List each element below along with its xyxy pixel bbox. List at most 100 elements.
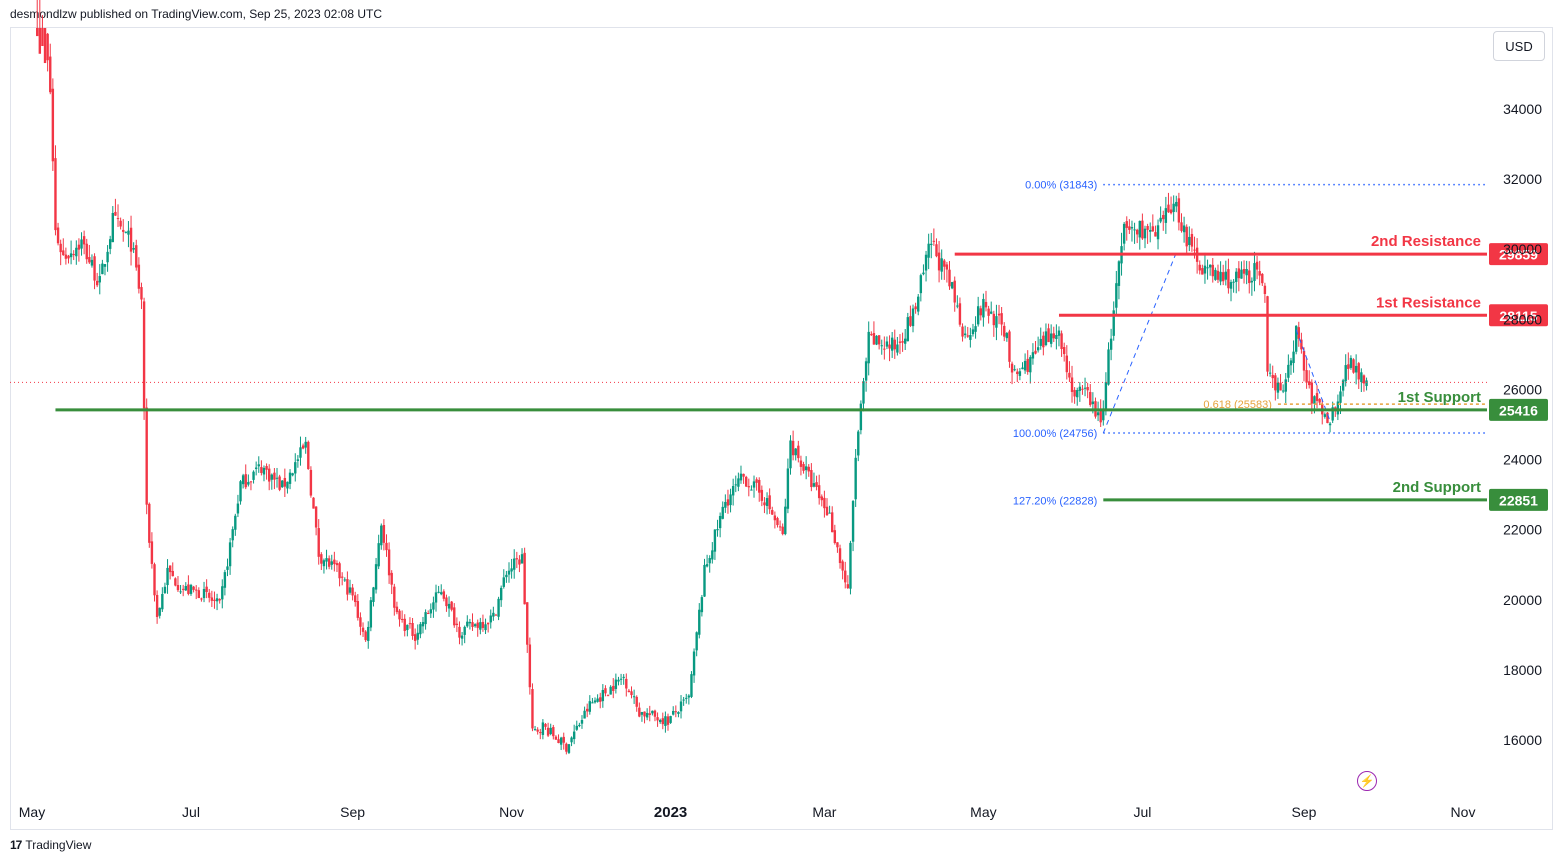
candle-body [400, 618, 404, 620]
candle-body [1227, 269, 1230, 289]
candle-body [760, 489, 764, 501]
candle-body [82, 236, 86, 245]
candle-body [335, 563, 339, 566]
candle-body [1276, 382, 1280, 393]
candle-body [450, 601, 453, 610]
candle-body [539, 732, 542, 734]
candle-body [643, 711, 646, 717]
candle-body [1086, 387, 1089, 391]
candle-body [971, 329, 975, 335]
candle-body [1062, 347, 1066, 355]
candle-body [372, 587, 375, 602]
candle-body [1081, 388, 1084, 390]
candle-body [492, 612, 495, 617]
candle-body [1162, 215, 1165, 220]
candle-body [844, 570, 847, 583]
candle-body [797, 445, 800, 459]
candle-body [322, 560, 326, 567]
fib-swing-line [1295, 329, 1331, 422]
candle-body [526, 602, 529, 645]
candle-body [943, 260, 946, 267]
candle-body [515, 558, 519, 560]
candle-body [385, 542, 388, 551]
candle-body [864, 361, 868, 381]
candle-body [1003, 325, 1006, 337]
candle-body [507, 570, 511, 575]
candle-body [286, 481, 289, 489]
candle-body [168, 565, 172, 573]
candle-body [489, 615, 492, 623]
candle-body [330, 561, 333, 565]
y-tick-label: 18000 [1503, 662, 1542, 678]
candle-body [640, 712, 644, 715]
candle-body [804, 466, 808, 471]
candle-body [604, 688, 607, 694]
candle-body [153, 564, 156, 596]
candle-body [333, 559, 336, 565]
candle-body [958, 303, 962, 325]
level-label: 2nd Support [1393, 479, 1481, 496]
candle-body [885, 341, 889, 347]
candle-body [1318, 398, 1321, 403]
candle-body [1274, 375, 1277, 391]
lightning-icon[interactable]: ⚡ [1357, 771, 1377, 791]
candle-body [1284, 379, 1287, 392]
candle-body [896, 344, 899, 353]
candle-body [606, 695, 610, 697]
candle-body [309, 469, 313, 496]
candle-body [137, 264, 141, 289]
candle-body [1078, 386, 1082, 391]
candle-body [609, 686, 612, 695]
candle-body [546, 727, 550, 736]
candle-body [1107, 349, 1110, 385]
candle-body [1083, 387, 1087, 389]
candle-body [260, 467, 263, 473]
candle-body [325, 558, 328, 562]
candle-body [471, 622, 474, 627]
candle-body [1245, 269, 1248, 276]
candle-body [1185, 226, 1188, 247]
candle-body [799, 460, 803, 467]
candle-body [1263, 285, 1267, 295]
candle-body [1076, 390, 1079, 398]
candle-body [1023, 360, 1027, 371]
candle-body [567, 744, 571, 753]
candle-body [192, 586, 195, 590]
candle-body [729, 494, 732, 506]
candle-body [416, 632, 419, 640]
candle-body [1237, 268, 1241, 279]
candle-body [510, 568, 513, 572]
candle-body [1122, 223, 1126, 244]
candle-body [486, 622, 490, 625]
candle-body [56, 227, 60, 244]
candle-body [181, 588, 185, 590]
chart-frame[interactable] [10, 27, 1553, 830]
candle-body [854, 457, 857, 500]
candle-body [210, 597, 214, 601]
candle-body [1219, 271, 1222, 282]
candle-body [390, 572, 393, 585]
currency-selector-button[interactable]: USD [1493, 31, 1545, 61]
candle-body [841, 561, 844, 571]
brand-name: TradingView [25, 838, 92, 852]
fib-level-label: 127.20% (22828) [1013, 496, 1097, 508]
candle-body [1308, 381, 1311, 386]
candle-body [802, 464, 805, 471]
candle-body [419, 624, 422, 635]
candle-body [1271, 374, 1274, 379]
candle-body [77, 244, 81, 250]
price-tag [1489, 304, 1548, 327]
candle-body [301, 445, 305, 449]
candle-body [187, 584, 190, 594]
candle-body [1248, 270, 1251, 284]
candle-body [1360, 372, 1363, 383]
candle-body [698, 609, 701, 635]
candle-body [346, 579, 349, 595]
price-tag-value: 29859 [1499, 247, 1538, 263]
candle-body [244, 474, 247, 488]
candle-body [273, 472, 276, 480]
candle-body [453, 607, 456, 626]
candle-body [705, 564, 709, 567]
candle-body [1109, 338, 1113, 350]
